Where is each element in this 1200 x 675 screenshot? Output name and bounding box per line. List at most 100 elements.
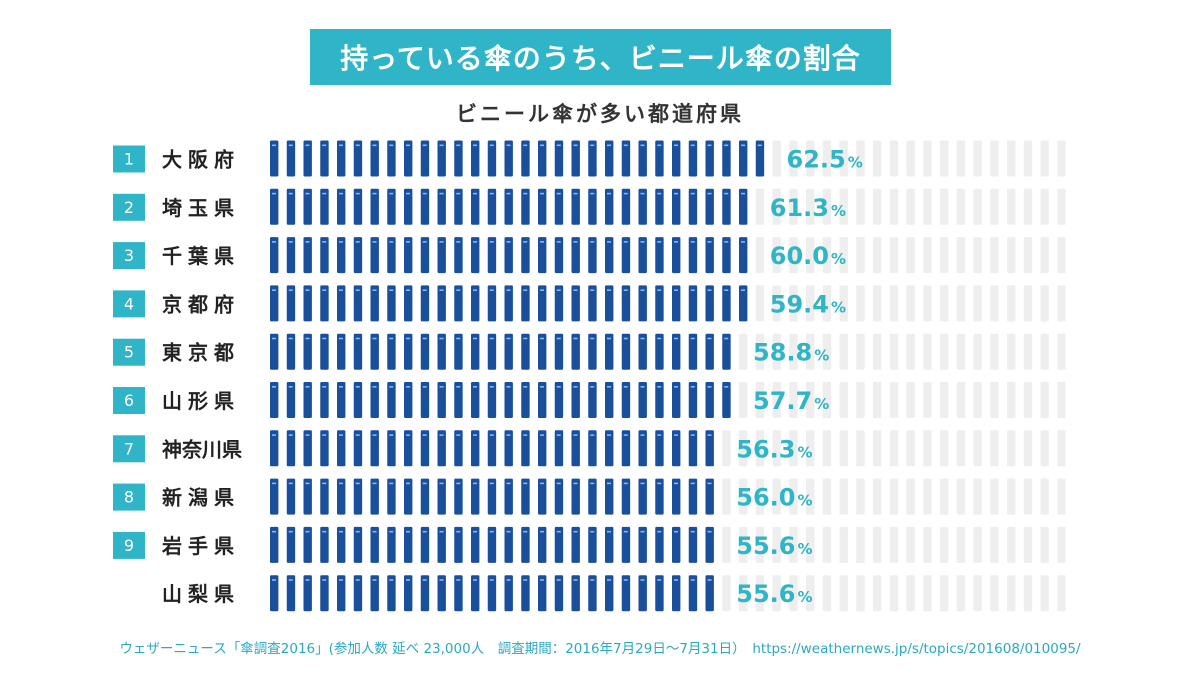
umbrella-icon-filled [320,237,329,274]
chart-row: 3 千葉県 60.0% [113,237,1066,274]
umbrella-strap [489,530,494,533]
umbrella-strap [540,289,544,291]
umbrella-icon-filled [320,333,329,370]
umbrella-strap [372,579,377,581]
umbrella-icon-filled [605,526,614,563]
chart-row: 9 岩手県 55.6% [113,526,1066,563]
umbrella-icon-empty [1007,237,1016,274]
umbrella-icon-filled [286,188,296,225]
umbrella-icon-filled [504,478,513,515]
umbrella-icon-empty [940,526,949,563]
umbrella-icon-empty [772,382,781,418]
umbrella-icon-filled [538,526,547,563]
value-unit: % [797,540,812,558]
umbrella-strap [456,434,461,436]
umbrella-icon-filled [454,285,463,322]
umbrella-icon-filled [605,237,614,274]
umbrella-strap [272,144,276,147]
umbrella-icon-empty [1040,526,1049,563]
umbrella-icon-filled [404,188,413,225]
umbrella-icon-filled [722,285,731,322]
umbrella-strap [540,241,544,243]
umbrella-icon-filled [387,333,396,370]
umbrella-strap [389,241,394,243]
umbrella-icon-filled [538,575,547,612]
umbrella-strap [690,482,695,485]
umbrella-icon-filled [471,140,480,177]
umbrella-icon-empty [789,237,798,274]
umbrella-icon-empty [806,188,815,225]
umbrella-icon-filled [303,430,312,467]
umbrella-icon-filled [303,188,312,225]
umbrella-strap [523,386,528,388]
category-label: 岩手県 [161,534,240,558]
umbrella-strap [305,386,310,388]
umbrella-icon-empty [755,575,765,612]
umbrella-icon-empty [873,526,882,563]
umbrella-strap [540,386,544,388]
umbrella-icon-filled [588,575,597,612]
umbrella-icon-filled [554,237,564,274]
umbrella-icon-filled [337,478,346,515]
umbrella-strap [288,289,293,291]
umbrella-icon-empty [906,140,915,177]
umbrella-strap [540,482,544,485]
umbrella-icon-empty [772,333,781,370]
umbrella-strap [523,241,528,243]
category-label: 埼玉県 [162,196,240,220]
umbrella-icon-filled [337,140,346,177]
umbrella-icon-empty [856,526,865,563]
umbrella-icon-empty [722,526,731,563]
umbrella-icon-empty [755,382,765,418]
umbrella-icon-filled [655,333,664,370]
umbrella-icon-empty [906,237,915,274]
umbrella-icon-filled [638,526,647,563]
umbrella-icon-empty [940,140,949,177]
value-unit: % [831,202,846,220]
umbrella-strap [422,192,427,195]
umbrella-icon-empty [923,140,932,177]
chart-subtitle: ビニール傘が多い都道府県 [456,102,744,126]
umbrella-icon-empty [1057,237,1066,274]
umbrella-strap [389,192,394,195]
umbrella-icon-empty [940,575,949,612]
umbrella-strap [389,434,394,436]
umbrella-strap [724,192,729,195]
umbrella-strap [272,192,276,195]
umbrella-strap [439,337,444,340]
umbrella-icon-filled [286,237,296,274]
umbrella-icon-filled [638,575,647,612]
umbrella-strap [372,241,377,243]
umbrella-strap [355,289,360,291]
umbrella-icon-filled [672,526,681,563]
umbrella-strap [623,289,628,291]
umbrella-icon-empty [1007,333,1016,370]
umbrella-strap [305,192,310,195]
value-unit: % [814,347,829,365]
umbrella-strap [322,241,327,243]
umbrella-icon-filled [739,188,748,225]
umbrella-icon-empty [856,285,865,322]
umbrella-icon-empty [956,382,966,418]
umbrella-icon-filled [705,478,714,515]
umbrella-icon-filled [755,140,765,177]
umbrella-strap [623,530,628,533]
umbrella-icon-empty [1040,575,1049,612]
umbrella-icon-filled [337,575,346,612]
umbrella-strap [272,579,276,581]
umbrella-strap [456,337,461,340]
value-unit: % [848,154,863,172]
umbrella-icon-empty [806,285,815,322]
umbrella-icon-empty [856,140,865,177]
umbrella-strap [657,241,662,243]
umbrella-icon-filled [638,237,647,274]
umbrella-icon-filled [370,237,379,274]
umbrella-icon-filled [437,285,446,322]
umbrella-strap [339,337,343,340]
umbrella-icon-filled [437,140,446,177]
umbrella-icon-filled [638,188,647,225]
umbrella-strap [690,530,695,533]
umbrella-strap [288,482,293,485]
source-note: ウェザーニュース「傘調査2016」(参加人数 延べ 23,000人 調査期間：2… [119,641,1081,657]
umbrella-icon-filled [739,140,748,177]
